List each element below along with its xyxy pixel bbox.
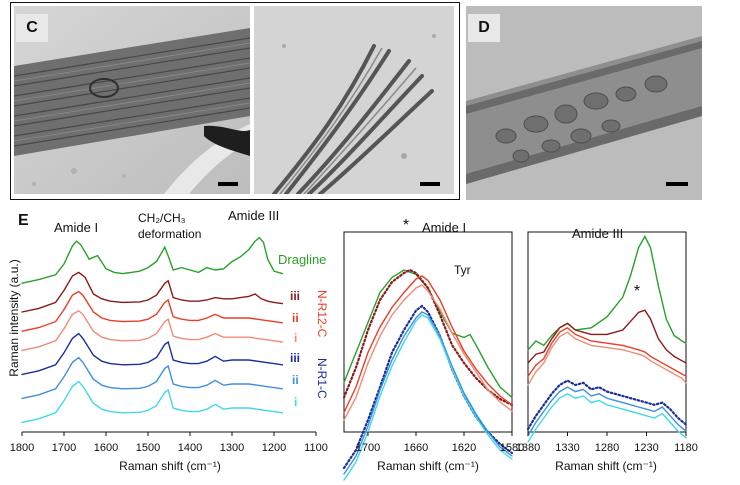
x-tick-label-2-0: 1380 <box>516 442 540 454</box>
right-x-axis-label: Raman shift (cm⁻¹) <box>555 459 657 473</box>
scale-bar-d <box>666 182 688 186</box>
series-line-2-5 <box>527 386 687 437</box>
left-x-ticks: 1800 1700 1600 1500 1400 1300 1200 1100 <box>10 432 328 454</box>
x-tick-label-0-4: 1400 <box>178 442 202 454</box>
scale-bar-c-right <box>420 182 440 186</box>
annotation-deformation: deformation <box>138 227 201 241</box>
series-label-r12-i: i <box>294 331 297 345</box>
left-y-axis-label: Raman intensity (a.u.) <box>7 259 21 376</box>
panel-label-d: D <box>468 14 500 42</box>
series-line-2-4 <box>526 379 688 431</box>
left-x-axis-label: Raman shift (cm⁻¹) <box>119 459 221 473</box>
x-tick-label-2-1: 1330 <box>555 442 579 454</box>
annotation-amide-iii-left: Amide III <box>228 208 279 223</box>
x-tick-label-0-5: 1300 <box>220 442 244 454</box>
series-line-1-1 <box>342 268 514 407</box>
series-line-2-1 <box>527 309 687 364</box>
annotation-amide-i-left: Amide I <box>54 220 98 235</box>
annotation-ch2-ch3: CH₂/CH₃ <box>138 211 186 225</box>
right-x-ticks: 1380 1330 1280 1230 1180 <box>516 432 698 454</box>
x-tick-label-1-2: 1620 <box>452 442 476 454</box>
series-label-r1-ii: ii <box>292 373 299 387</box>
series-label-r1-i: i <box>294 395 297 409</box>
series-line-0-5 <box>21 356 284 400</box>
series-line-0-3 <box>21 309 284 352</box>
annotation-amide-iii-right: Amide III <box>572 226 623 241</box>
panel-c-frame <box>10 2 460 200</box>
series-label-r1-iii: iii <box>290 351 300 365</box>
series-line-1-6 <box>343 314 513 481</box>
panel-label-e: E <box>18 212 29 229</box>
series-line-0-1 <box>21 271 284 313</box>
x-tick-label-2-4: 1180 <box>674 442 698 454</box>
annotation-tyr: Tyr <box>454 263 471 277</box>
annotation-amide-i-middle: Amide I <box>422 220 466 235</box>
x-tick-label-0-3: 1500 <box>136 442 160 454</box>
annotation-star-right: * <box>634 283 640 300</box>
series-line-2-0 <box>527 235 687 351</box>
x-tick-label-0-0: 1800 <box>10 442 34 454</box>
series-line-2-3 <box>527 331 687 386</box>
series-line-0-6 <box>21 380 284 424</box>
x-tick-label-2-3: 1230 <box>634 442 658 454</box>
series-line-2-6 <box>527 392 687 443</box>
series-label-dragline: Dragline <box>278 252 326 267</box>
middle-x-ticks: 1700 1660 1620 1580 <box>356 432 524 454</box>
x-tick-label-2-2: 1280 <box>595 442 619 454</box>
x-tick-label-0-7: 1100 <box>304 442 328 454</box>
series-line-0-4 <box>21 332 284 376</box>
micrograph-c-right <box>254 6 454 194</box>
series-line-1-3 <box>343 284 513 421</box>
panel-label-c: C <box>16 14 48 42</box>
middle-series-group <box>342 268 514 481</box>
middle-x-axis-label: Raman shift (cm⁻¹) <box>377 459 479 473</box>
series-line-0-2 <box>21 290 284 332</box>
middle-plot-frame <box>343 231 513 433</box>
x-tick-label-1-3: 1580 <box>500 442 524 454</box>
series-label-r12-ii: ii <box>292 311 299 325</box>
left-series-group <box>21 236 284 424</box>
x-tick-label-0-6: 1200 <box>262 442 286 454</box>
series-label-r12-iii: iii <box>290 289 300 303</box>
x-tick-label-1-1: 1660 <box>404 442 428 454</box>
group-label-r12: N-R12-C <box>315 290 329 338</box>
series-line-1-2 <box>343 275 513 414</box>
micrograph-c-left <box>14 6 250 194</box>
series-line-1-5 <box>343 311 513 475</box>
series-line-2-2 <box>527 326 687 377</box>
micrograph-d <box>466 6 702 200</box>
x-tick-label-0-2: 1600 <box>94 442 118 454</box>
series-line-1-4 <box>342 304 514 470</box>
x-tick-label-1-0: 1700 <box>356 442 380 454</box>
scale-bar-c-left <box>218 182 238 186</box>
series-line-0-0 <box>21 236 284 284</box>
x-tick-label-0-1: 1700 <box>52 442 76 454</box>
group-label-r1: N-R1-C <box>315 358 329 399</box>
right-series-group <box>526 235 688 443</box>
annotation-star-middle: * <box>403 217 409 234</box>
